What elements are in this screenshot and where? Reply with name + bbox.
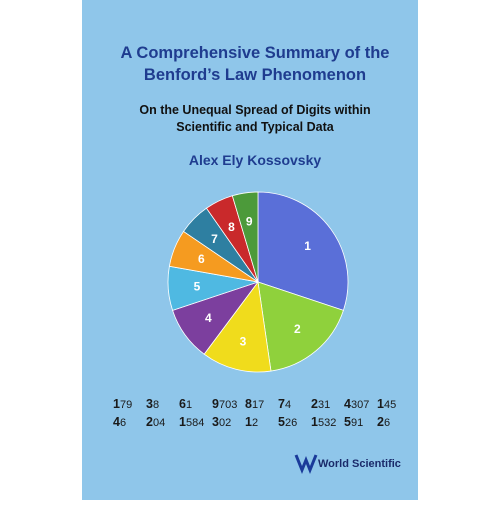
digit-number: 46 [113, 415, 126, 429]
leading-digit: 1 [179, 415, 186, 429]
leading-digit: 5 [344, 415, 351, 429]
leading-digit: 2 [377, 415, 384, 429]
digit-number: 26 [377, 415, 390, 429]
digit-number: 231 [311, 397, 330, 411]
logo-mark [294, 454, 318, 475]
leading-digit: 6 [179, 397, 186, 411]
slice-label: 9 [246, 214, 253, 228]
trailing-digits: 31 [318, 399, 330, 411]
leading-digit: 2 [146, 415, 153, 429]
title: Benford’s Law Phenomenon [144, 66, 366, 84]
digit-number: 1584 [179, 415, 204, 429]
slice-label: 1 [304, 239, 311, 253]
digit-number: 74 [278, 397, 291, 411]
digit-number: 204 [146, 415, 165, 429]
leading-digit: 9 [212, 397, 219, 411]
leading-digit: 7 [278, 397, 285, 411]
digit-number: 61 [179, 397, 192, 411]
trailing-digits: 79 [120, 399, 132, 411]
pie-slice [231, 191, 259, 283]
digit-number: 1532 [311, 415, 336, 429]
author: Alex Ely Kossovsky [189, 152, 322, 168]
slice-label: 8 [228, 220, 235, 234]
digit-number: 817 [245, 397, 264, 411]
digit-number: 12 [245, 415, 258, 429]
digit-number: 302 [212, 415, 231, 429]
slice-label: 5 [194, 279, 201, 293]
leading-digit: 8 [245, 397, 252, 411]
trailing-digits: 45 [384, 399, 396, 411]
leading-digit: 3 [212, 415, 219, 429]
title: A Comprehensive Summary of the [121, 44, 390, 62]
trailing-digits: 2 [252, 417, 258, 429]
pie-slice [257, 281, 344, 372]
trailing-digits: 584 [186, 417, 204, 429]
leading-digit: 1 [311, 415, 318, 429]
leading-digit: 4 [344, 397, 351, 411]
trailing-digits: 6 [120, 417, 126, 429]
digit-number: 526 [278, 415, 297, 429]
trailing-digits: 04 [153, 417, 165, 429]
leading-digit: 1 [377, 397, 384, 411]
digit-number: 591 [344, 415, 363, 429]
leading-digit: 4 [113, 415, 120, 429]
leading-digit: 3 [146, 397, 153, 411]
subtitle: On the Unequal Spread of Digits within [139, 103, 370, 117]
trailing-digits: 26 [285, 417, 297, 429]
publisher: World Scientific [318, 458, 401, 470]
leading-digit: 5 [278, 415, 285, 429]
trailing-digits: 02 [219, 417, 231, 429]
slice-label: 6 [198, 252, 205, 266]
trailing-digits: 703 [219, 399, 237, 411]
pie-slice [257, 191, 349, 311]
slice-label: 4 [205, 311, 212, 325]
trailing-digits: 6 [384, 417, 390, 429]
trailing-digits: 532 [318, 417, 336, 429]
digit-number: 38 [146, 397, 159, 411]
publisher-logo: World Scientific [294, 454, 401, 475]
digit-number: 4307 [344, 397, 369, 411]
trailing-digits: 1 [186, 399, 192, 411]
digit-number: 145 [377, 397, 396, 411]
leading-digit: 1 [113, 397, 120, 411]
trailing-digits: 307 [351, 399, 369, 411]
trailing-digits: 8 [153, 399, 159, 411]
digit-number: 9703 [212, 397, 237, 411]
slice-label: 3 [240, 334, 247, 348]
pie-slice [203, 280, 272, 373]
slice-label: 7 [211, 232, 218, 246]
trailing-digits: 91 [351, 417, 363, 429]
trailing-digits: 4 [285, 399, 291, 411]
trailing-digits: 17 [252, 399, 264, 411]
leading-digit: 2 [311, 397, 318, 411]
digit-number: 179 [113, 397, 132, 411]
slice-label: 2 [294, 322, 301, 336]
leading-digit: 1 [245, 415, 252, 429]
subtitle: Scientific and Typical Data [176, 120, 335, 134]
